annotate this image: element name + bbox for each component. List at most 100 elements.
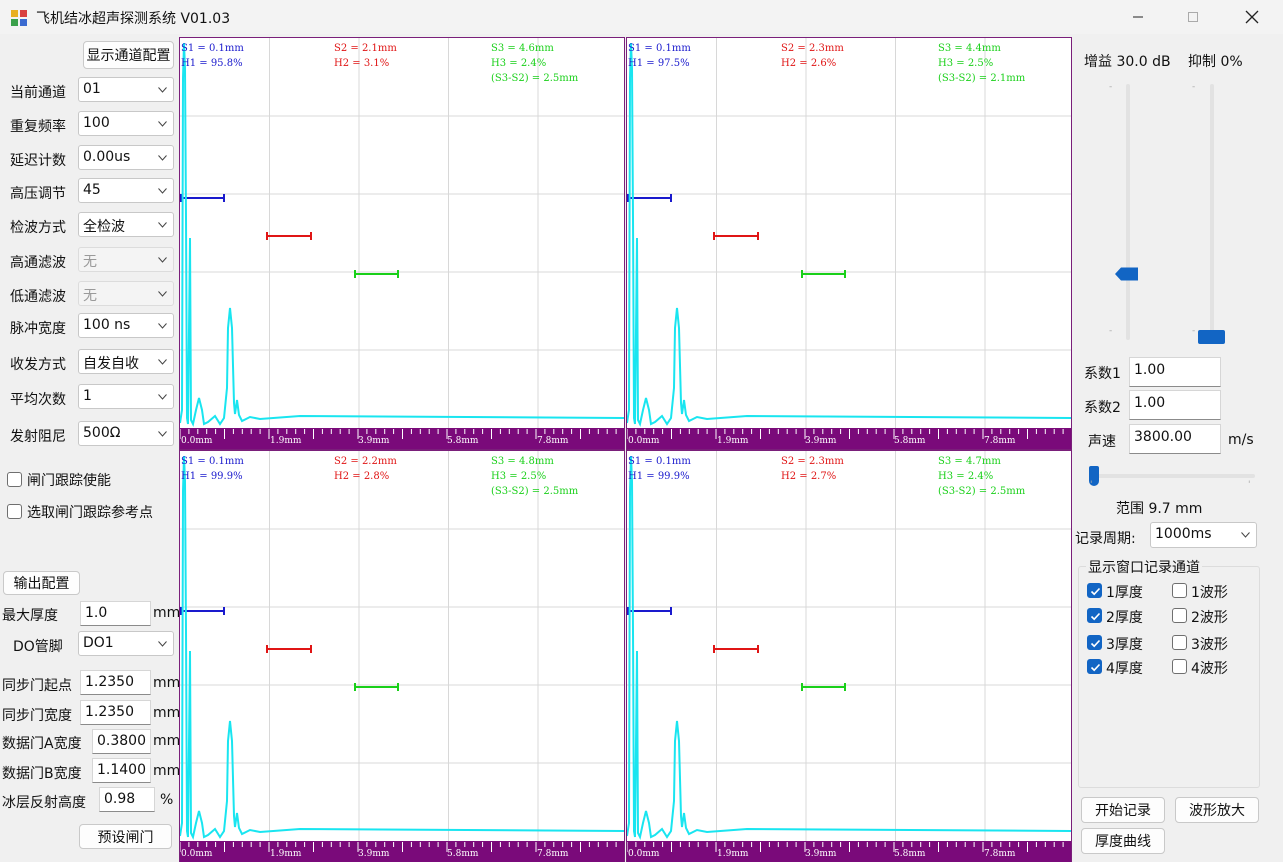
do-pin-select[interactable]: DO1 [78, 631, 174, 656]
param-select[interactable]: 全检波 [78, 212, 174, 237]
gate-2-height: H2 = 3.1% [334, 58, 390, 69]
thickness-curve-button[interactable]: 厚度曲线 [1081, 828, 1165, 854]
chevron-down-icon [158, 155, 167, 161]
channel-3-thickness-label: 3厚度 [1106, 637, 1143, 653]
coef1-input[interactable]: 1.00 [1129, 357, 1221, 387]
ice-reflect-height-input[interactable]: 0.98 [99, 787, 155, 812]
gate-tracking-ref-checkbox[interactable] [7, 504, 22, 519]
waveform-panel-4[interactable]: S1 = 0.1mm H1 = 99.9% S2 = 2.3mm H2 = 2.7% S… [626, 450, 1072, 862]
waveform-panel-1[interactable]: S1 = 0.1mm H1 = 95.8% S2 = 2.1mm H2 = 3.1% S… [179, 37, 625, 450]
data-gate-a-width-input[interactable]: 0.3800 [92, 729, 151, 754]
axis-label: 3.9mm [358, 436, 390, 446]
channel-4-waveform-checkbox[interactable] [1172, 659, 1187, 674]
suppress-slider[interactable]: - - [1192, 82, 1228, 344]
close-button[interactable] [1229, 0, 1275, 34]
wave-zoom-button[interactable]: 波形放大 [1175, 797, 1259, 823]
chevron-down-icon [158, 431, 167, 437]
ice-reflect-height-unit: % [160, 792, 174, 808]
waveform-panel-3[interactable]: S1 = 0.1mm H1 = 99.9% S2 = 2.2mm H2 = 2.8% S… [179, 450, 625, 862]
gate-3-distance: S3 = 4.7mm [938, 456, 1001, 467]
gate-3-marker[interactable] [801, 683, 846, 691]
sync-gate-start-label: 同步门起点 [2, 678, 72, 694]
range-slider-thumb[interactable] [1089, 466, 1099, 486]
gate-2-marker[interactable] [713, 232, 759, 240]
gate-2-marker[interactable] [713, 645, 759, 653]
gate-3-height: H3 = 2.5% [938, 58, 994, 69]
channel-3-waveform-checkbox[interactable] [1172, 635, 1187, 650]
waveform-panel-2[interactable]: S1 = 0.1mm H1 = 97.5% S2 = 2.3mm H2 = 2.6% S… [626, 37, 1072, 450]
gate-1-distance: S1 = 0.1mm [181, 43, 244, 54]
record-period-value: 1000ms [1155, 526, 1212, 542]
minimize-button[interactable] [1115, 0, 1161, 34]
ice-reflect-height-label: 冰层反射高度 [2, 795, 86, 811]
gate-1-distance: S1 = 0.1mm [628, 456, 691, 467]
param-select[interactable]: 自发自收 [78, 349, 174, 374]
channel-2-waveform-label: 2波形 [1191, 610, 1228, 626]
chevron-down-icon [158, 222, 167, 228]
param-select[interactable]: 500Ω [78, 421, 174, 446]
channel-1-thickness-label: 1厚度 [1106, 585, 1143, 601]
preset-gate-button[interactable]: 预设闸门 [79, 824, 172, 849]
axis-label: 0.0mm [628, 436, 660, 446]
show-channel-config-button[interactable]: 显示通道配置 [83, 41, 174, 69]
gate-1-marker[interactable] [627, 194, 672, 202]
gate-1-marker[interactable] [180, 607, 225, 615]
param-select[interactable]: 0.00us [78, 145, 174, 170]
param-label: 发射阻尼 [10, 429, 66, 445]
gate-3-marker[interactable] [801, 270, 846, 278]
gate-3-distance: S3 = 4.6mm [491, 43, 554, 54]
data-gate-a-width-unit: mm [153, 733, 181, 749]
maximize-icon [1188, 12, 1198, 22]
gate-2-distance: S2 = 2.3mm [781, 43, 844, 54]
param-select: 无 [78, 247, 174, 272]
channel-3-thickness-checkbox[interactable] [1087, 635, 1102, 650]
range-slider[interactable]: ' ' [1086, 466, 1258, 490]
channel-1-waveform-checkbox[interactable] [1172, 583, 1187, 598]
param-select[interactable]: 45 [78, 178, 174, 203]
param-value: 500Ω [83, 425, 121, 441]
data-gate-b-width-unit: mm [153, 763, 181, 779]
channel-1-waveform-label: 1波形 [1191, 585, 1228, 601]
gain-slider-thumb[interactable] [1115, 267, 1139, 281]
sound-speed-input[interactable]: 3800.00 [1129, 424, 1221, 454]
gate-3-marker[interactable] [354, 683, 399, 691]
param-select[interactable]: 100 ns [78, 313, 174, 338]
waveform-canvas [627, 451, 1071, 862]
gate-2-marker[interactable] [266, 645, 312, 653]
channel-4-thickness-checkbox[interactable] [1087, 659, 1102, 674]
gate-2-marker[interactable] [266, 232, 312, 240]
range-tick-left: ' [1090, 480, 1093, 490]
record-period-select[interactable]: 1000ms [1150, 522, 1257, 548]
suppress-slider-thumb[interactable] [1198, 330, 1225, 344]
maximize-button[interactable] [1170, 0, 1216, 34]
max-thickness-input[interactable]: 1.0 [80, 601, 151, 626]
param-label: 检波方式 [10, 220, 66, 236]
gate-1-distance: S1 = 0.1mm [628, 43, 691, 54]
gate-2-distance: S2 = 2.2mm [334, 456, 397, 467]
waveform-trace [627, 455, 1071, 840]
sync-gate-width-input[interactable]: 1.2350 [80, 700, 151, 725]
channel-1-thickness-checkbox[interactable] [1087, 583, 1102, 598]
param-select[interactable]: 01 [78, 77, 174, 102]
gate-1-marker[interactable] [627, 607, 672, 615]
param-label: 重复频率 [10, 119, 66, 135]
gate-3-marker[interactable] [354, 270, 399, 278]
output-config-button[interactable]: 输出配置 [3, 571, 80, 595]
gate-tracking-enable-checkbox[interactable] [7, 472, 22, 487]
sync-gate-start-input[interactable]: 1.2350 [80, 670, 151, 695]
channel-2-thickness-checkbox[interactable] [1087, 608, 1102, 623]
param-select[interactable]: 1 [78, 384, 174, 409]
param-select[interactable]: 100 [78, 111, 174, 136]
close-icon [1245, 10, 1259, 24]
gain-slider[interactable]: - - [1109, 82, 1142, 344]
channel-2-waveform-checkbox[interactable] [1172, 608, 1187, 623]
gate-1-marker[interactable] [180, 194, 225, 202]
gate-2-height: H2 = 2.6% [781, 58, 837, 69]
coef2-input[interactable]: 1.00 [1129, 390, 1221, 420]
param-value: 100 [83, 115, 110, 131]
param-label: 低通滤波 [10, 289, 66, 305]
param-value: 全检波 [83, 219, 125, 235]
gain-slider-track [1126, 84, 1130, 340]
start-record-button[interactable]: 开始记录 [1081, 797, 1165, 823]
data-gate-b-width-input[interactable]: 1.1400 [92, 758, 151, 783]
